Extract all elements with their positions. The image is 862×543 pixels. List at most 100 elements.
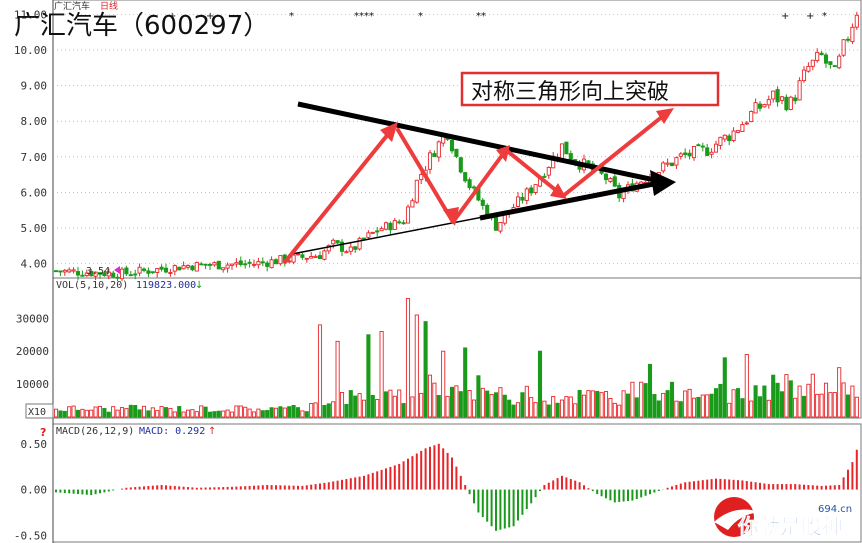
volume-bar: [630, 381, 635, 418]
volume-bar: [467, 390, 472, 418]
volume-bar: [155, 410, 160, 418]
candle-body: [185, 265, 191, 268]
candle-body: [150, 271, 155, 274]
volume-bar: [309, 403, 314, 418]
candle-body: [361, 237, 367, 240]
event-marker: +: [806, 11, 814, 22]
volume-bar: [788, 380, 793, 418]
candle-body: [370, 231, 375, 234]
candle-body: [771, 90, 776, 100]
candle-body: [97, 272, 103, 275]
volume-bar: [278, 406, 283, 418]
candle-body: [823, 54, 829, 64]
candle-body: [207, 263, 213, 266]
candle-body: [304, 257, 309, 260]
candle-body: [353, 246, 358, 250]
price-tick-label: 7.00: [21, 151, 48, 164]
candle-body: [317, 255, 323, 260]
volume-bar: [379, 331, 384, 418]
volume-bar: [568, 396, 573, 418]
price-tick-label: 11.00: [14, 8, 47, 21]
candle-body: [815, 51, 820, 62]
candle-body: [533, 184, 538, 193]
volume-bar: [705, 394, 710, 418]
volume-bar: [190, 409, 195, 418]
volume-bar: [590, 390, 595, 418]
candle-body: [80, 274, 85, 277]
volume-bar: [238, 405, 243, 418]
volume-tick-label: 30000: [16, 312, 49, 325]
macd-label: MACD(26,12,9): [56, 426, 134, 437]
candle-body: [89, 270, 94, 277]
volume-bar: [661, 392, 666, 418]
volume-bar: [150, 407, 155, 418]
volume-bar: [80, 408, 85, 418]
candle-body: [146, 270, 151, 274]
volume-bar: [647, 363, 653, 418]
volume-bar: [797, 385, 802, 418]
volume-bar: [665, 390, 670, 418]
macd-question-icon[interactable]: ?: [40, 426, 46, 439]
volume-bar: [507, 399, 512, 418]
volume-bar: [128, 404, 133, 418]
volume-bar: [639, 381, 644, 418]
volume-bar: [427, 374, 433, 418]
candle-body: [128, 274, 133, 277]
candle-body: [845, 38, 851, 41]
candle-body: [449, 139, 455, 152]
candle-body: [58, 270, 63, 273]
candle-body: [735, 130, 741, 133]
volume-bar: [260, 410, 265, 418]
candle-body: [405, 206, 411, 224]
zigzag-up-1: [283, 126, 395, 264]
volume-bar: [53, 408, 59, 418]
candlestick-series: [53, 11, 859, 282]
volume-bar: [841, 382, 846, 418]
arrowhead-4: [550, 183, 567, 199]
candle-body: [463, 172, 468, 182]
candle-body: [326, 244, 331, 252]
candle-body: [837, 55, 842, 69]
volume-bar: [735, 388, 741, 418]
candle-body: [119, 268, 125, 280]
candle-body: [190, 265, 195, 271]
candle-body: [819, 52, 824, 56]
candle-body: [212, 262, 217, 266]
candle-body: [828, 61, 833, 65]
volume-bar: [700, 394, 705, 418]
volume-bar: [146, 410, 151, 418]
candle-body: [524, 188, 529, 201]
macd-tick-label: -0.50: [14, 529, 47, 542]
volume-bar: [423, 321, 428, 418]
volume-bar: [784, 374, 789, 418]
volume-bar: [441, 350, 446, 418]
candle-body: [793, 97, 798, 102]
candle-body: [471, 186, 477, 189]
candle-body: [265, 262, 270, 267]
triangle-apex-arrowhead: [650, 170, 676, 196]
volume-bar: [779, 391, 785, 418]
volume-arrow: ↓: [195, 280, 203, 291]
volume-bar: [199, 405, 204, 418]
candle-body: [744, 122, 749, 125]
volume-tick-label: 10000: [16, 378, 49, 391]
volume-bar: [432, 382, 437, 418]
candle-body: [564, 141, 569, 155]
candle-body: [397, 221, 402, 224]
candle-body: [348, 246, 353, 252]
candle-body: [546, 167, 551, 176]
volume-bar: [410, 396, 415, 418]
candle-body: [806, 66, 811, 72]
volume-bar: [353, 395, 358, 418]
volume-bar: [163, 407, 169, 418]
macd-value: MACD: 0.292: [139, 426, 205, 437]
candle-body: [177, 266, 182, 271]
candle-body: [375, 230, 380, 233]
volume-bar: [414, 314, 419, 418]
volume-bar: [335, 340, 340, 418]
volume-bar: [599, 392, 604, 418]
candle-body: [718, 136, 723, 146]
volume-bar: [317, 324, 323, 418]
price-tick-label: 5.00: [21, 222, 48, 235]
